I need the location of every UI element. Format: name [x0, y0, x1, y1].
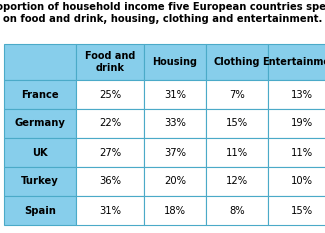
Bar [4, 80, 76, 109]
Text: 36%: 36% [99, 177, 121, 186]
Text: 10%: 10% [291, 177, 313, 186]
Bar [268, 80, 325, 109]
Bar [76, 196, 144, 225]
Text: UK: UK [32, 147, 48, 158]
Text: 8%: 8% [229, 206, 245, 216]
Bar [144, 138, 206, 167]
Text: 7%: 7% [229, 89, 245, 99]
Bar [268, 167, 325, 196]
Text: Spain: Spain [24, 206, 56, 216]
Text: 31%: 31% [164, 89, 186, 99]
Bar [144, 167, 206, 196]
Text: Clothing: Clothing [214, 57, 260, 67]
Bar [268, 109, 325, 138]
Text: 25%: 25% [99, 89, 121, 99]
Bar [76, 167, 144, 196]
Text: 37%: 37% [164, 147, 186, 158]
Bar [268, 44, 325, 80]
Bar [144, 80, 206, 109]
Bar [4, 109, 76, 138]
Bar [4, 167, 76, 196]
Bar [76, 109, 144, 138]
Text: 18%: 18% [164, 206, 186, 216]
Bar [206, 80, 268, 109]
Text: France: France [21, 89, 59, 99]
Text: 15%: 15% [291, 206, 313, 216]
Text: 27%: 27% [99, 147, 121, 158]
Text: 11%: 11% [226, 147, 248, 158]
Text: 11%: 11% [291, 147, 313, 158]
Text: 12%: 12% [226, 177, 248, 186]
Bar [76, 44, 144, 80]
Text: 13%: 13% [291, 89, 313, 99]
Bar [206, 109, 268, 138]
Bar [4, 138, 76, 167]
Text: Food and
drink: Food and drink [85, 51, 135, 73]
Text: Entertainment: Entertainment [262, 57, 325, 67]
Bar [268, 196, 325, 225]
Bar [4, 196, 76, 225]
Bar [4, 44, 76, 80]
Text: 20%: 20% [164, 177, 186, 186]
Bar [76, 80, 144, 109]
Bar [206, 138, 268, 167]
Bar [268, 138, 325, 167]
Text: Germany: Germany [15, 119, 65, 129]
Bar [76, 138, 144, 167]
Text: 15%: 15% [226, 119, 248, 129]
Text: 33%: 33% [164, 119, 186, 129]
Bar [206, 44, 268, 80]
Bar [206, 196, 268, 225]
Bar [144, 196, 206, 225]
Bar [144, 109, 206, 138]
Text: Turkey: Turkey [21, 177, 59, 186]
Bar [206, 167, 268, 196]
Text: 31%: 31% [99, 206, 121, 216]
Text: 19%: 19% [291, 119, 313, 129]
Text: Housing: Housing [152, 57, 198, 67]
Text: 22%: 22% [99, 119, 121, 129]
Bar [144, 44, 206, 80]
Text: Proportion of household income five European countries spend
on food and drink, : Proportion of household income five Euro… [0, 2, 325, 24]
